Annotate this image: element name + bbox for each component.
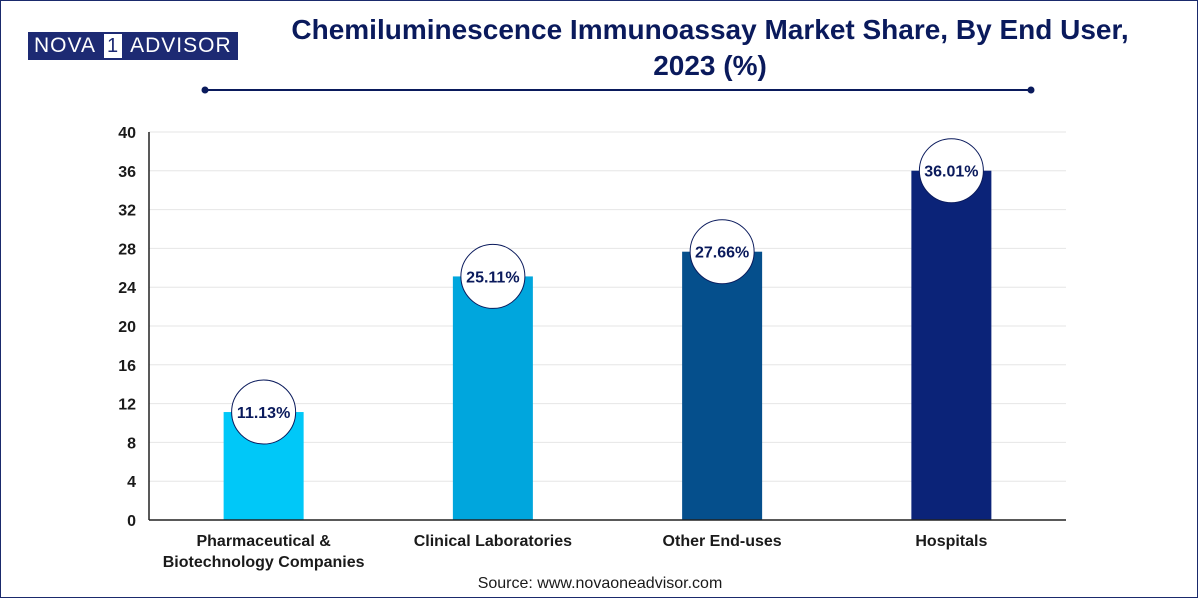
y-tick-label: 8 [127, 435, 136, 452]
data-label-text: 27.66% [695, 245, 749, 262]
bars [223, 170, 992, 520]
y-tick-label: 20 [118, 319, 136, 336]
y-tick-label: 32 [118, 203, 136, 220]
data-label-bubble [918, 138, 984, 204]
y-tick-label: 40 [118, 125, 136, 142]
x-category-label: Other End-uses [663, 533, 782, 550]
brand-logo: NOVA 1 ADVISOR [28, 32, 238, 60]
y-tick-label: 36 [118, 164, 136, 181]
data-label-bubble [460, 243, 526, 309]
logo-text-advisor: ADVISOR [124, 32, 238, 60]
logo-text-nova: NOVA [28, 32, 102, 60]
data-label-text: 11.13% [237, 405, 290, 422]
title-underline [201, 86, 1035, 94]
y-tick-label: 12 [118, 397, 136, 414]
source-note: Source: www.novaoneadvisor.com [477, 575, 723, 592]
data-label: 25.11% [460, 243, 526, 309]
logo-text-one: 1 [101, 32, 125, 60]
chart-title: Chemiluminescence Immunoassay Market Sha… [250, 12, 1170, 84]
y-tick-label: 16 [118, 358, 136, 375]
y-tick-label: 28 [118, 241, 136, 258]
x-category-line: Clinical Laboratories [414, 533, 572, 550]
data-label-text: 25.11% [466, 269, 519, 286]
y-axis-ticks: 0 4 8 12 16 20 24 28 32 36 40 [118, 125, 136, 530]
bar [452, 276, 533, 520]
bar [911, 170, 992, 520]
x-axis-categories: Pharmaceutical & Biotechnology Companies C… [163, 533, 988, 571]
x-category-label: Pharmaceutical & Biotechnology Companies [163, 533, 365, 571]
data-label-bubble [689, 219, 755, 285]
y-tick-label: 0 [127, 513, 136, 530]
x-category-label: Clinical Laboratories [414, 533, 572, 550]
chart-title-line-2: 2023 (%) [653, 50, 767, 81]
chart-title-line-1: Chemiluminescence Immunoassay Market Sha… [291, 14, 1129, 45]
bar [682, 251, 763, 520]
x-category-line: Biotechnology Companies [163, 554, 365, 571]
data-label-bubble [231, 379, 297, 445]
y-tick-label: 4 [127, 474, 136, 491]
data-label: 11.13% [231, 379, 297, 445]
x-category-line: Pharmaceutical & [196, 533, 331, 550]
y-tick-label: 24 [118, 280, 136, 297]
x-category-line: Hospitals [915, 533, 987, 550]
data-label: 27.66% [689, 219, 755, 285]
data-label-text: 36.01% [924, 164, 978, 181]
data-label: 36.01% [918, 138, 984, 204]
data-labels: 11.13% 25.11% 27.66% 36.01% [231, 138, 984, 445]
x-category-label: Hospitals [915, 533, 987, 550]
x-category-line: Other End-uses [663, 533, 782, 550]
